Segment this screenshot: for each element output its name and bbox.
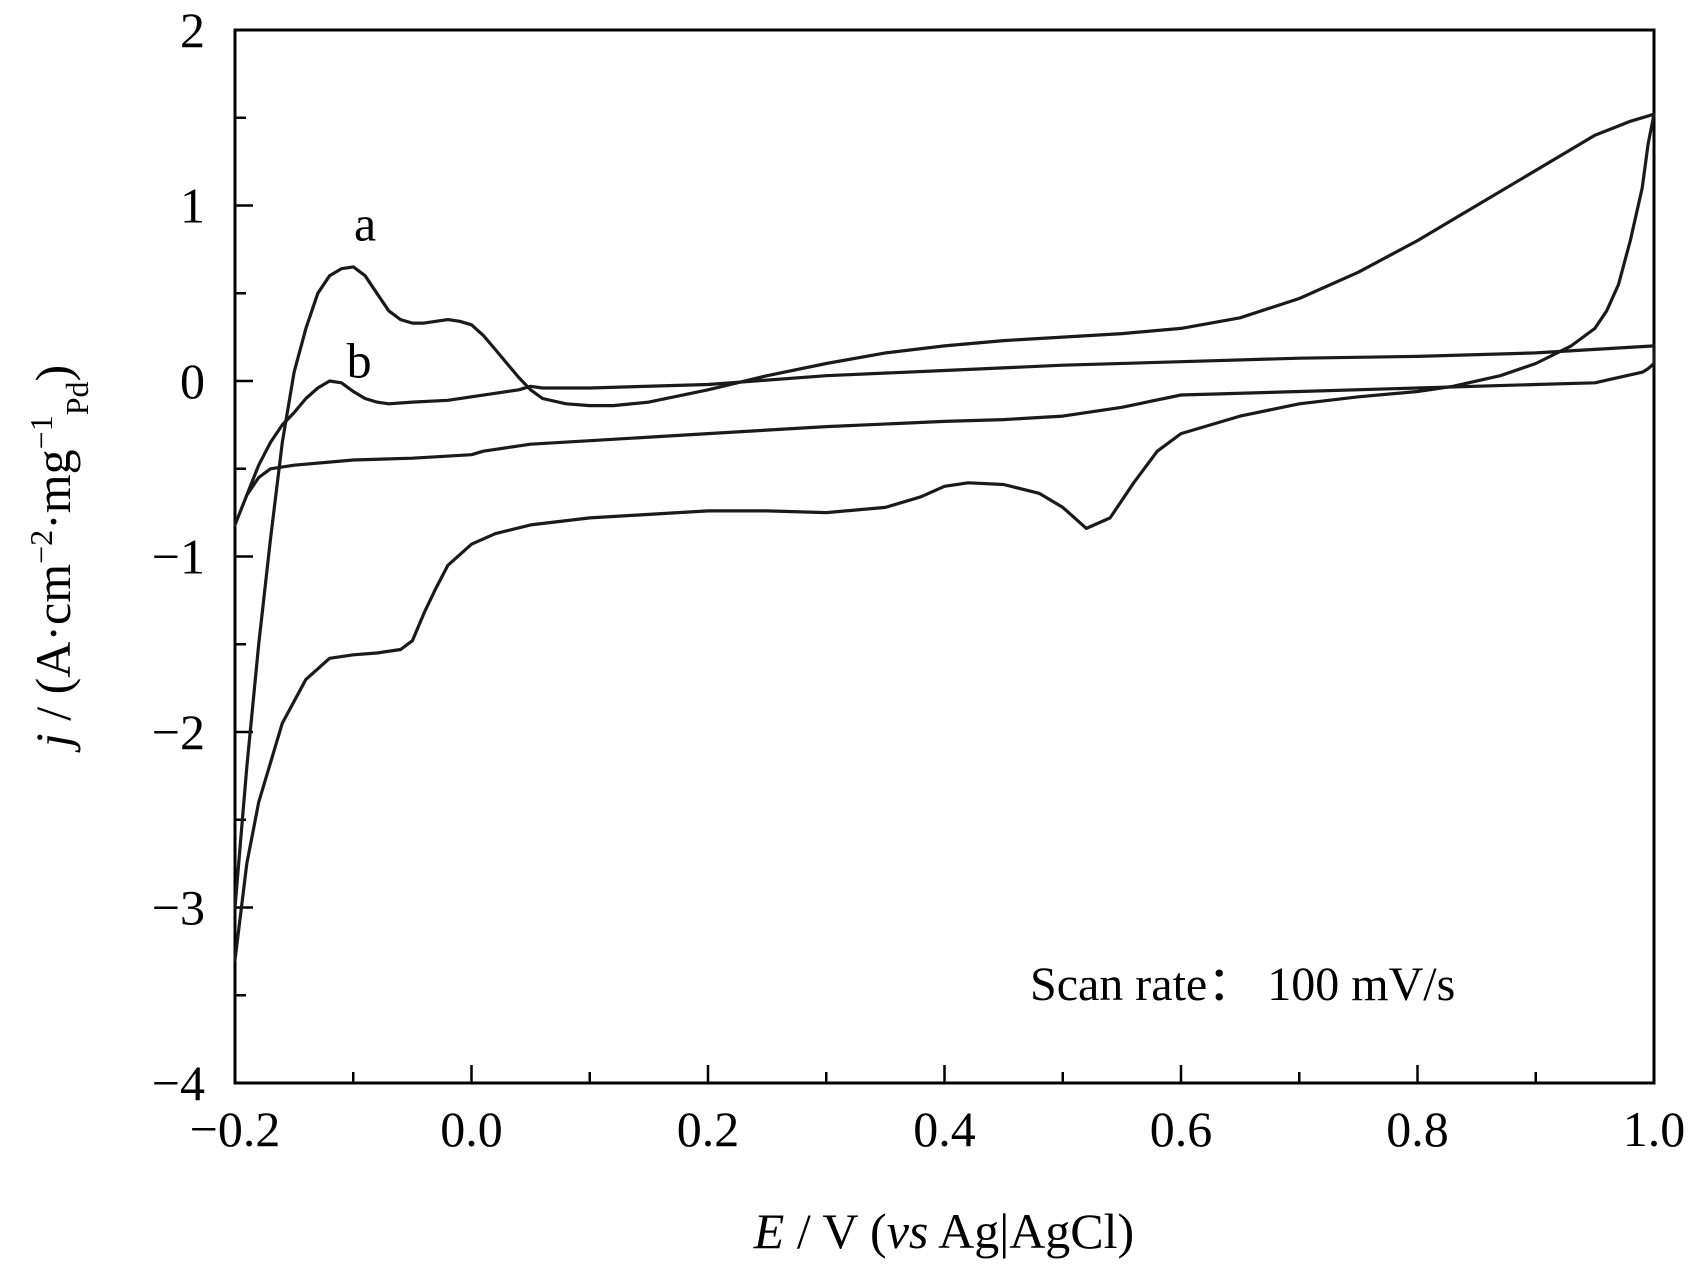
scan-rate-annotation: Scan rate： 100 mV/s: [1030, 958, 1455, 1011]
plot-frame: [233, 28, 1656, 1085]
x-tick-label: 1.0: [1623, 1101, 1686, 1157]
x-tick-label: 0.8: [1386, 1101, 1449, 1157]
y-tick-label: −3: [152, 880, 205, 936]
curve-labels: ab: [347, 196, 377, 389]
curve-b: [233, 344, 1656, 527]
curves: [233, 112, 1656, 962]
axis-ticks: [233, 28, 1656, 1085]
x-tick-label: −0.2: [190, 1101, 281, 1157]
y-tick-label: 1: [180, 178, 205, 234]
curve-a: [233, 112, 1656, 962]
curve-label-b: b: [347, 332, 372, 388]
y-tick-label: −2: [152, 704, 205, 760]
y-axis-title: j / (A·cm−2·mg−1Pd): [23, 365, 95, 753]
x-tick-label: 0.6: [1150, 1101, 1213, 1157]
x-tick-label: 0.2: [677, 1101, 740, 1157]
x-tick-label: 0.4: [913, 1101, 976, 1157]
axis-tick-labels: −0.2 0.0 0.2 0.4 0.6 0.8 1.0 −4 −3 −2 −1 0 1 2: [152, 2, 1685, 1157]
y-tick-label: 2: [180, 2, 205, 58]
y-tick-label: 0: [180, 353, 205, 409]
y-tick-label: −4: [152, 1055, 205, 1111]
curve-label-a: a: [354, 196, 376, 252]
x-axis-title: E / V (vs Ag|AgCl): [753, 1203, 1134, 1259]
x-tick-label: 0.0: [440, 1101, 503, 1157]
y-tick-label: −1: [152, 529, 205, 585]
